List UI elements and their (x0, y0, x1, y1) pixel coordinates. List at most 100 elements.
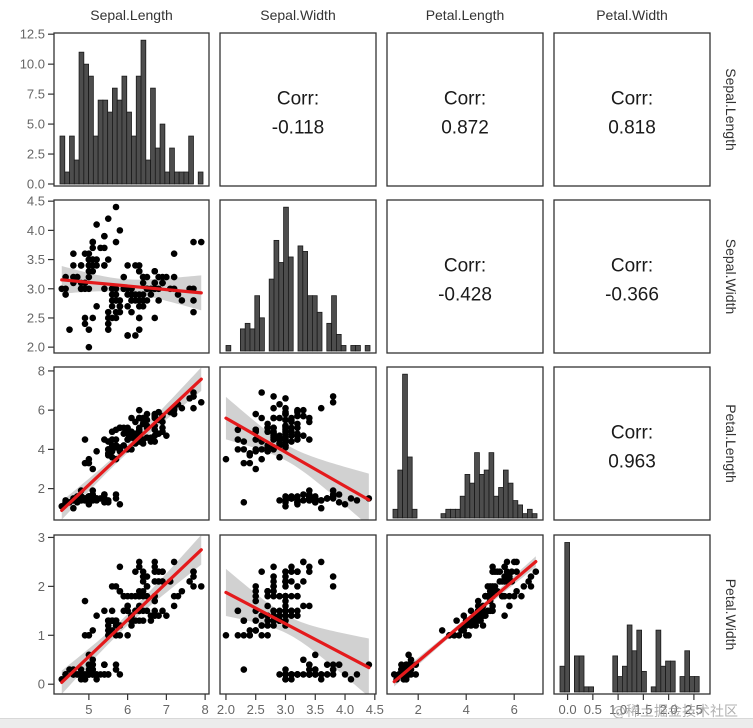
scatter-point (282, 410, 289, 418)
y-tick-label: 3 (38, 530, 45, 545)
scatter-point (97, 671, 104, 678)
histogram-bar (278, 262, 284, 352)
scatter-point (282, 583, 289, 590)
histogram-bar (159, 123, 166, 185)
scatter-point (288, 414, 295, 422)
scatter-point (270, 414, 277, 422)
scatter-point (270, 587, 277, 595)
regression-line (392, 560, 538, 684)
scatter-point (300, 432, 307, 439)
scatter-point (503, 568, 511, 575)
scatter-point (246, 631, 254, 639)
scatter-point (190, 238, 197, 246)
scatter-point (124, 631, 131, 639)
panel-border (219, 199, 377, 354)
panel-border (219, 534, 377, 695)
scatter-point (486, 587, 494, 595)
scatter-point (70, 504, 77, 512)
panel-border (553, 534, 711, 695)
scatter-point (197, 399, 205, 406)
histogram-bar (474, 452, 480, 519)
histogram-bar (364, 345, 371, 352)
scatter-point (89, 656, 97, 664)
scatter-point (147, 617, 155, 624)
histogram-bar (694, 676, 700, 693)
histogram-bar (254, 295, 261, 352)
scatter-point (525, 578, 532, 585)
scatter-point (317, 676, 325, 683)
histogram-bar (92, 135, 99, 185)
scatter-point (306, 602, 313, 610)
histogram-bar (564, 542, 570, 693)
scatter-point (93, 221, 100, 228)
scatter-point (438, 627, 446, 634)
strip-label-top-sepal-length: Sepal.Length (90, 7, 173, 23)
panel-petal-length-vs-sepal-length (53, 366, 210, 521)
scatter-points (58, 389, 205, 512)
scatter-point (112, 314, 120, 322)
histogram-bars (59, 39, 204, 185)
scatter-point (112, 491, 120, 498)
scatter-point (311, 651, 319, 659)
scatter-point (264, 424, 271, 432)
histogram-bar (131, 135, 137, 185)
scatter-point (508, 568, 516, 575)
scatter-point (323, 671, 331, 678)
scatter-point (482, 612, 489, 620)
scatter-point (85, 666, 93, 673)
histogram-bar (283, 206, 289, 352)
scatter-point (104, 499, 112, 506)
strip-label-right-petal-width: Petal.Width (723, 579, 739, 651)
scatter-point (294, 607, 301, 615)
histogram-bar (641, 670, 647, 693)
scatter-point (300, 406, 307, 414)
scatter-point (240, 438, 248, 445)
scatter-point (70, 273, 77, 281)
scatter-point (270, 573, 277, 580)
scatter-point (323, 495, 331, 502)
scatter-point (412, 671, 420, 678)
scatter-point (135, 558, 143, 566)
scatter-point (501, 578, 508, 585)
histogram-bar (259, 317, 265, 352)
scatter-point (93, 676, 100, 683)
histogram-bar (402, 373, 408, 519)
scatter-point (329, 661, 337, 668)
scatter-point (139, 578, 147, 585)
scatter-point (282, 597, 289, 605)
scatter-point (252, 592, 260, 600)
histogram-bar (59, 135, 66, 185)
scatter-point (258, 622, 265, 629)
scatter-point (104, 215, 112, 222)
x-tick-label: 0.5 (584, 702, 602, 717)
histogram-bar (445, 508, 451, 519)
scatter-point (402, 661, 410, 668)
scatter-point (288, 432, 295, 439)
scatter-point (240, 459, 248, 467)
scatter-point (85, 497, 93, 504)
y-axis: 0.0 2.5 5.0 7.5 10.0 12.5 2.0 2.5 3.0 3.5 4.0 4.5 2 4… (20, 27, 54, 692)
histogram-bar (145, 159, 151, 185)
scatter-point (311, 499, 319, 506)
scatter-point (527, 583, 535, 590)
scatter-point (407, 656, 415, 664)
histogram-bar (665, 660, 671, 693)
scatter-point (170, 558, 178, 566)
scatter-point (300, 602, 307, 610)
scatter-point (484, 583, 492, 590)
histogram-bar (140, 39, 147, 185)
histogram-bar (83, 63, 90, 185)
scatter-point (282, 442, 289, 449)
scatter-point (465, 631, 472, 639)
scatter-point (85, 267, 93, 275)
histogram-bar (173, 171, 180, 185)
scatter-point (62, 285, 69, 293)
histogram-bar (631, 650, 638, 693)
scatter-point (288, 671, 295, 678)
histogram-bar (188, 135, 194, 185)
histogram-bar (135, 75, 142, 185)
y-tick-label: 4.5 (27, 194, 45, 209)
scatter-point (288, 676, 295, 683)
x-tick-label: 2 (415, 702, 422, 717)
scatter-point (306, 563, 313, 571)
